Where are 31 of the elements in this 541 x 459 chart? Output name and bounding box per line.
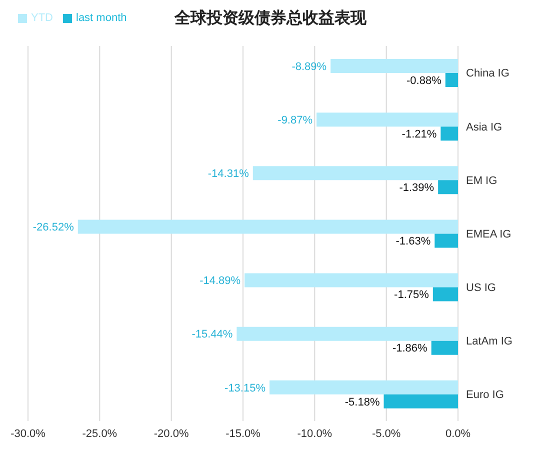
x-tick-label: -30.0% xyxy=(10,428,46,440)
data-label: -0.88% xyxy=(406,74,442,87)
y-tick-label: LatAm IG xyxy=(466,336,512,348)
data-label: -13.15% xyxy=(224,382,266,394)
data-label: -8.89% xyxy=(292,60,327,73)
data-label: -1.39% xyxy=(399,182,434,194)
data-label: -9.87% xyxy=(278,114,313,126)
data-label: -14.31% xyxy=(208,168,250,180)
data-label: -1.75% xyxy=(394,289,430,302)
x-tick-label: -5.0% xyxy=(372,428,401,440)
legend-label: YTD xyxy=(31,12,53,24)
data-label: -5.18% xyxy=(344,396,380,408)
x-tick-label: 0.0% xyxy=(445,428,471,440)
data-label: -15.44% xyxy=(192,328,233,341)
data-label: -26.52% xyxy=(32,222,74,234)
chart-title: 全球投资级债券总收益表现 xyxy=(174,10,366,27)
data-label: -1.63% xyxy=(396,236,431,248)
legend-label: last month xyxy=(76,12,127,24)
data-label: -1.21% xyxy=(402,128,437,140)
x-tick-label: -20.0% xyxy=(154,428,189,440)
y-tick-label: China IG xyxy=(466,68,510,80)
y-tick-label: EM IG xyxy=(466,174,498,187)
y-tick-label: Euro IG xyxy=(466,389,504,402)
x-tick-label: -25.0% xyxy=(82,428,118,440)
data-label: -14.89% xyxy=(200,275,241,288)
data-label: -1.86% xyxy=(392,342,428,355)
y-tick-label: Asia IG xyxy=(466,121,502,134)
y-tick-label: EMEA IG xyxy=(466,228,512,240)
y-tick-label: US IG xyxy=(466,282,496,294)
x-tick-label: -10.0% xyxy=(297,428,332,440)
x-tick-label: -15.0% xyxy=(226,428,261,440)
